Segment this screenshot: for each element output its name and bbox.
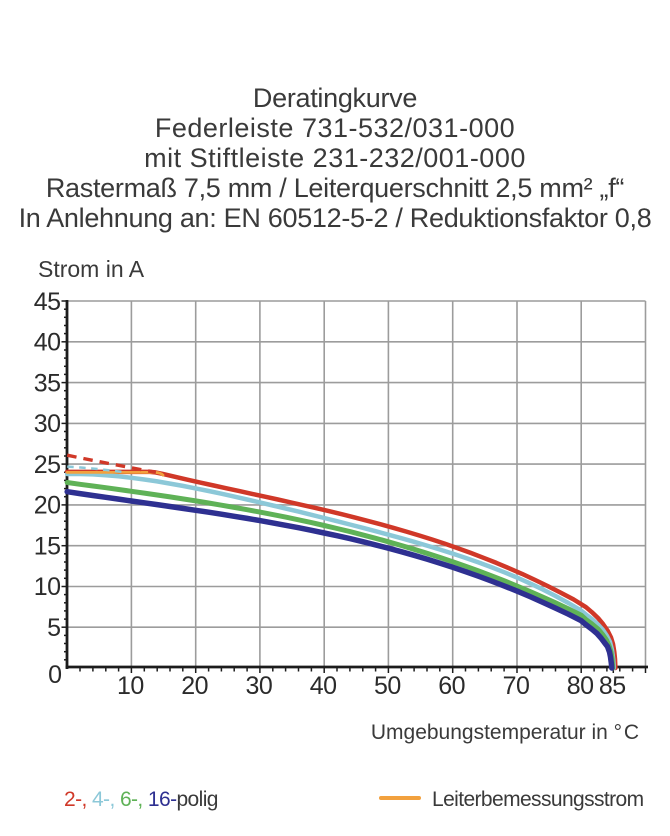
svg-text:25: 25 (34, 451, 61, 479)
svg-text:5: 5 (47, 614, 60, 642)
svg-text:20: 20 (181, 672, 208, 700)
svg-text:85: 85 (599, 672, 626, 700)
svg-text:10: 10 (117, 672, 144, 700)
svg-text:80: 80 (567, 672, 594, 700)
svg-text:40: 40 (310, 672, 337, 700)
svg-text:30: 30 (245, 672, 272, 700)
svg-text:10: 10 (34, 573, 61, 601)
svg-text:70: 70 (503, 672, 530, 700)
svg-text:40: 40 (34, 329, 61, 357)
svg-text:35: 35 (34, 369, 61, 397)
svg-text:30: 30 (34, 410, 61, 438)
svg-text:0: 0 (48, 661, 61, 689)
svg-text:45: 45 (34, 288, 61, 316)
svg-text:60: 60 (438, 672, 465, 700)
svg-text:15: 15 (34, 533, 61, 561)
svg-text:20: 20 (34, 492, 61, 520)
svg-text:50: 50 (374, 672, 401, 700)
